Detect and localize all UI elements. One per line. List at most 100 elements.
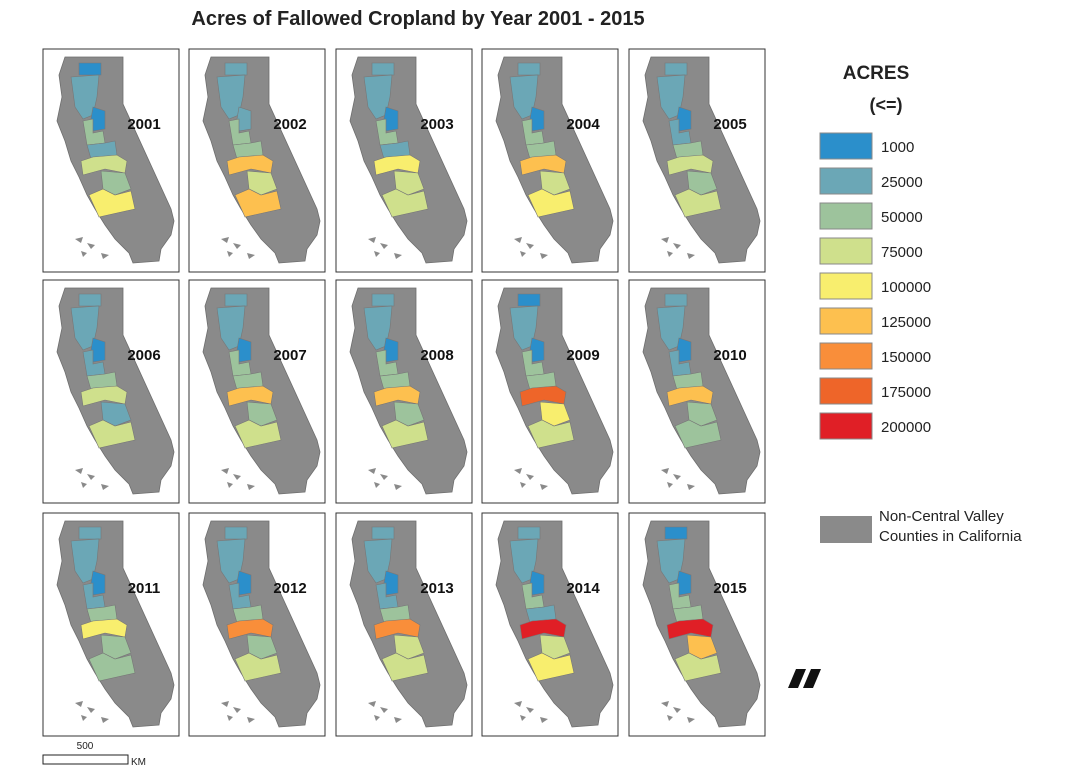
county [674, 419, 722, 449]
map-year: 2003 [420, 116, 453, 133]
island [368, 237, 376, 243]
county [226, 385, 274, 407]
county [236, 570, 252, 596]
county [686, 634, 718, 660]
county [527, 419, 575, 449]
map-panel: 2014 [481, 512, 619, 737]
island [81, 251, 87, 257]
county [234, 652, 282, 682]
county [80, 385, 128, 407]
county [100, 634, 132, 660]
map-panel: 2006 [42, 279, 180, 504]
county [78, 62, 102, 76]
island [661, 468, 669, 474]
county [90, 570, 106, 596]
county [393, 401, 425, 427]
county [236, 106, 252, 132]
county [88, 188, 136, 218]
county [381, 419, 429, 449]
county [88, 652, 136, 682]
map-year: 2002 [273, 116, 306, 133]
island [374, 251, 380, 257]
county [86, 371, 118, 391]
map-year: 2004 [566, 116, 600, 133]
county [383, 570, 399, 596]
county [381, 188, 429, 218]
island [526, 243, 534, 249]
legend-swatch [819, 167, 873, 195]
county [90, 337, 106, 363]
map-year: 2011 [128, 580, 161, 597]
title: Acres of Fallowed Cropland by Year 2001 … [191, 8, 644, 30]
island [233, 474, 241, 480]
map-panel: 2003 [335, 48, 473, 273]
county [529, 106, 545, 132]
county [232, 604, 264, 624]
county [226, 154, 274, 176]
county [539, 170, 571, 196]
legend-swatch [819, 202, 873, 230]
island [394, 717, 402, 723]
county [529, 337, 545, 363]
county [78, 293, 102, 307]
county [381, 652, 429, 682]
island [75, 237, 83, 243]
island [247, 253, 255, 259]
county [232, 140, 264, 160]
island [81, 715, 87, 721]
map-panel: 2007 [188, 279, 326, 504]
legend-swatch [819, 132, 873, 160]
county [676, 337, 692, 363]
island [673, 243, 681, 249]
map-panel: 2004 [481, 48, 619, 273]
legend-label: 50000 [881, 209, 923, 226]
county [666, 385, 714, 407]
county [100, 401, 132, 427]
island [75, 701, 83, 707]
county [379, 604, 411, 624]
county [232, 371, 264, 391]
map-year: 2005 [713, 116, 746, 133]
county [373, 618, 421, 640]
county [379, 371, 411, 391]
county [664, 293, 688, 307]
county [525, 604, 557, 624]
county [383, 106, 399, 132]
legend-swatch [819, 342, 873, 370]
county [373, 385, 421, 407]
county [525, 371, 557, 391]
island [394, 484, 402, 490]
county [686, 170, 718, 196]
county [517, 293, 541, 307]
island [380, 243, 388, 249]
island [101, 717, 109, 723]
county [373, 154, 421, 176]
island [87, 707, 95, 713]
scale-unit: KM [131, 757, 146, 768]
island [101, 484, 109, 490]
legend-other-label: Counties in California [879, 528, 1022, 545]
island [227, 251, 233, 257]
map-panel: 2008 [335, 279, 473, 504]
county [527, 652, 575, 682]
county [519, 385, 567, 407]
map-panel: 2011 [42, 512, 180, 737]
legend-swatch-other [820, 516, 872, 543]
county [672, 371, 704, 391]
county [672, 140, 704, 160]
county [674, 652, 722, 682]
island [374, 715, 380, 721]
county [672, 604, 704, 624]
county [371, 293, 395, 307]
map-year: 2001 [127, 116, 160, 133]
county [224, 526, 248, 540]
map-panel: 2002 [188, 48, 326, 273]
legend-label: 125000 [881, 314, 931, 331]
island [520, 482, 526, 488]
county [517, 526, 541, 540]
county [383, 337, 399, 363]
island [380, 474, 388, 480]
map-panel: 2009 [481, 279, 619, 504]
county [519, 154, 567, 176]
map-panel: 2015 [628, 512, 766, 737]
